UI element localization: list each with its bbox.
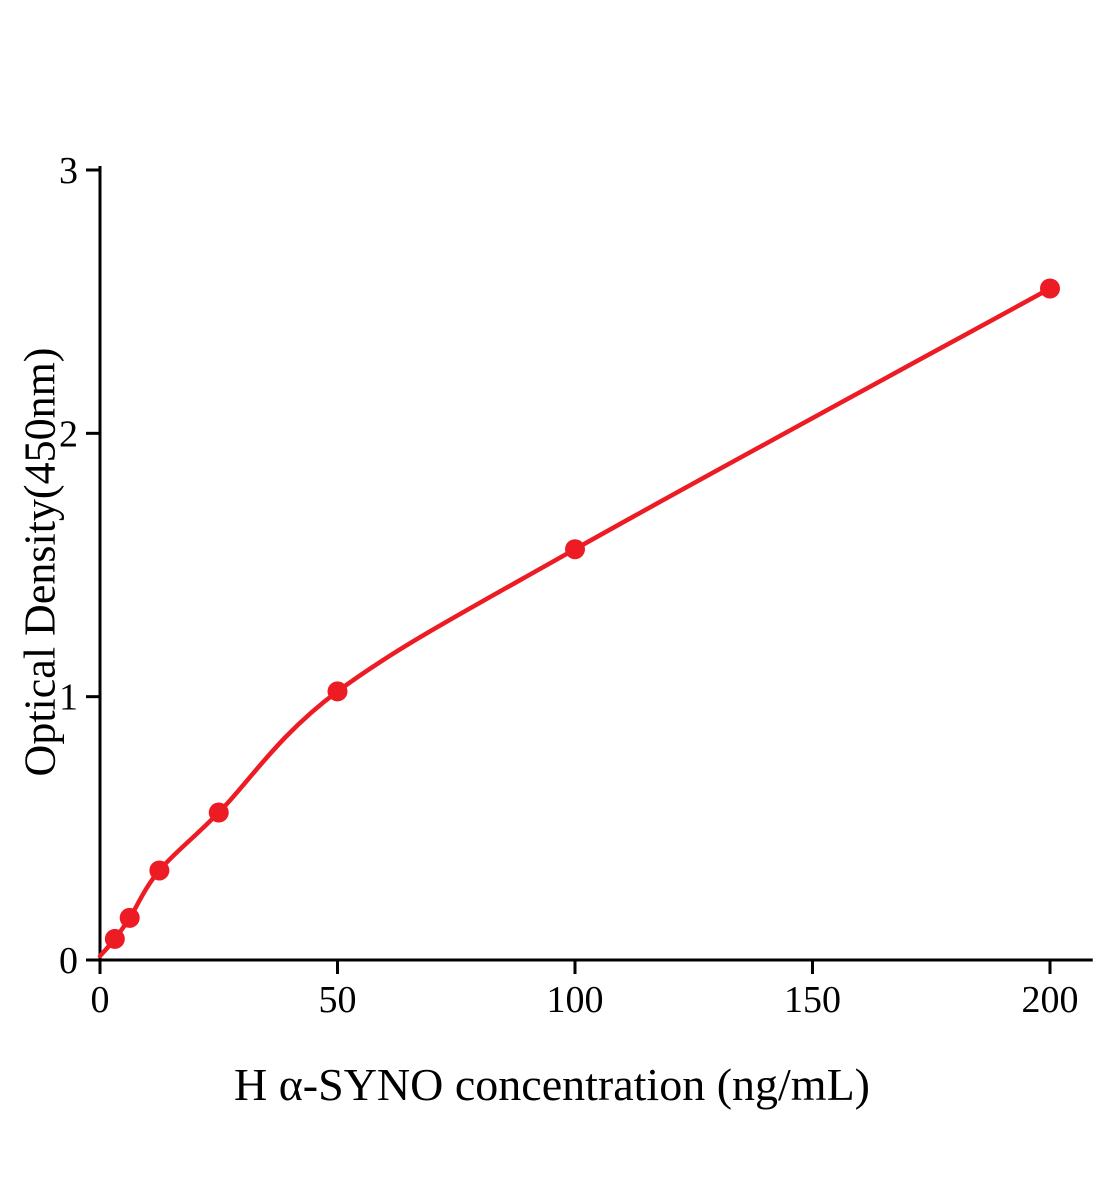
data-point bbox=[208, 802, 229, 823]
x-axis-ticks: 0 50 100 150 200 bbox=[91, 960, 1079, 1021]
x-tick-label: 0 bbox=[91, 979, 110, 1021]
data-point bbox=[565, 539, 585, 560]
x-tick-label: 100 bbox=[547, 979, 604, 1021]
y-tick-label: 0 bbox=[59, 940, 78, 982]
x-tick-label: 50 bbox=[319, 979, 357, 1021]
x-axis-title: H α-SYNO concentration (ng/mL) bbox=[233, 1059, 870, 1110]
y-tick-label: 2 bbox=[59, 413, 78, 455]
x-tick-label: 200 bbox=[1022, 979, 1079, 1021]
fit-curve bbox=[97, 286, 1053, 959]
data-point bbox=[327, 681, 348, 702]
data-point bbox=[1040, 278, 1060, 299]
y-tick-label: 3 bbox=[59, 150, 78, 192]
data-point bbox=[119, 907, 140, 928]
x-tick-label: 150 bbox=[784, 979, 841, 1021]
y-axis-title: Optical Density(450nm) bbox=[15, 347, 65, 777]
data-point bbox=[149, 860, 170, 881]
data-points bbox=[104, 278, 1060, 949]
axes bbox=[98, 166, 1093, 962]
y-tick-label: 1 bbox=[59, 677, 78, 719]
y-axis-ticks: 0 1 2 3 bbox=[59, 150, 100, 982]
data-point bbox=[104, 928, 125, 949]
